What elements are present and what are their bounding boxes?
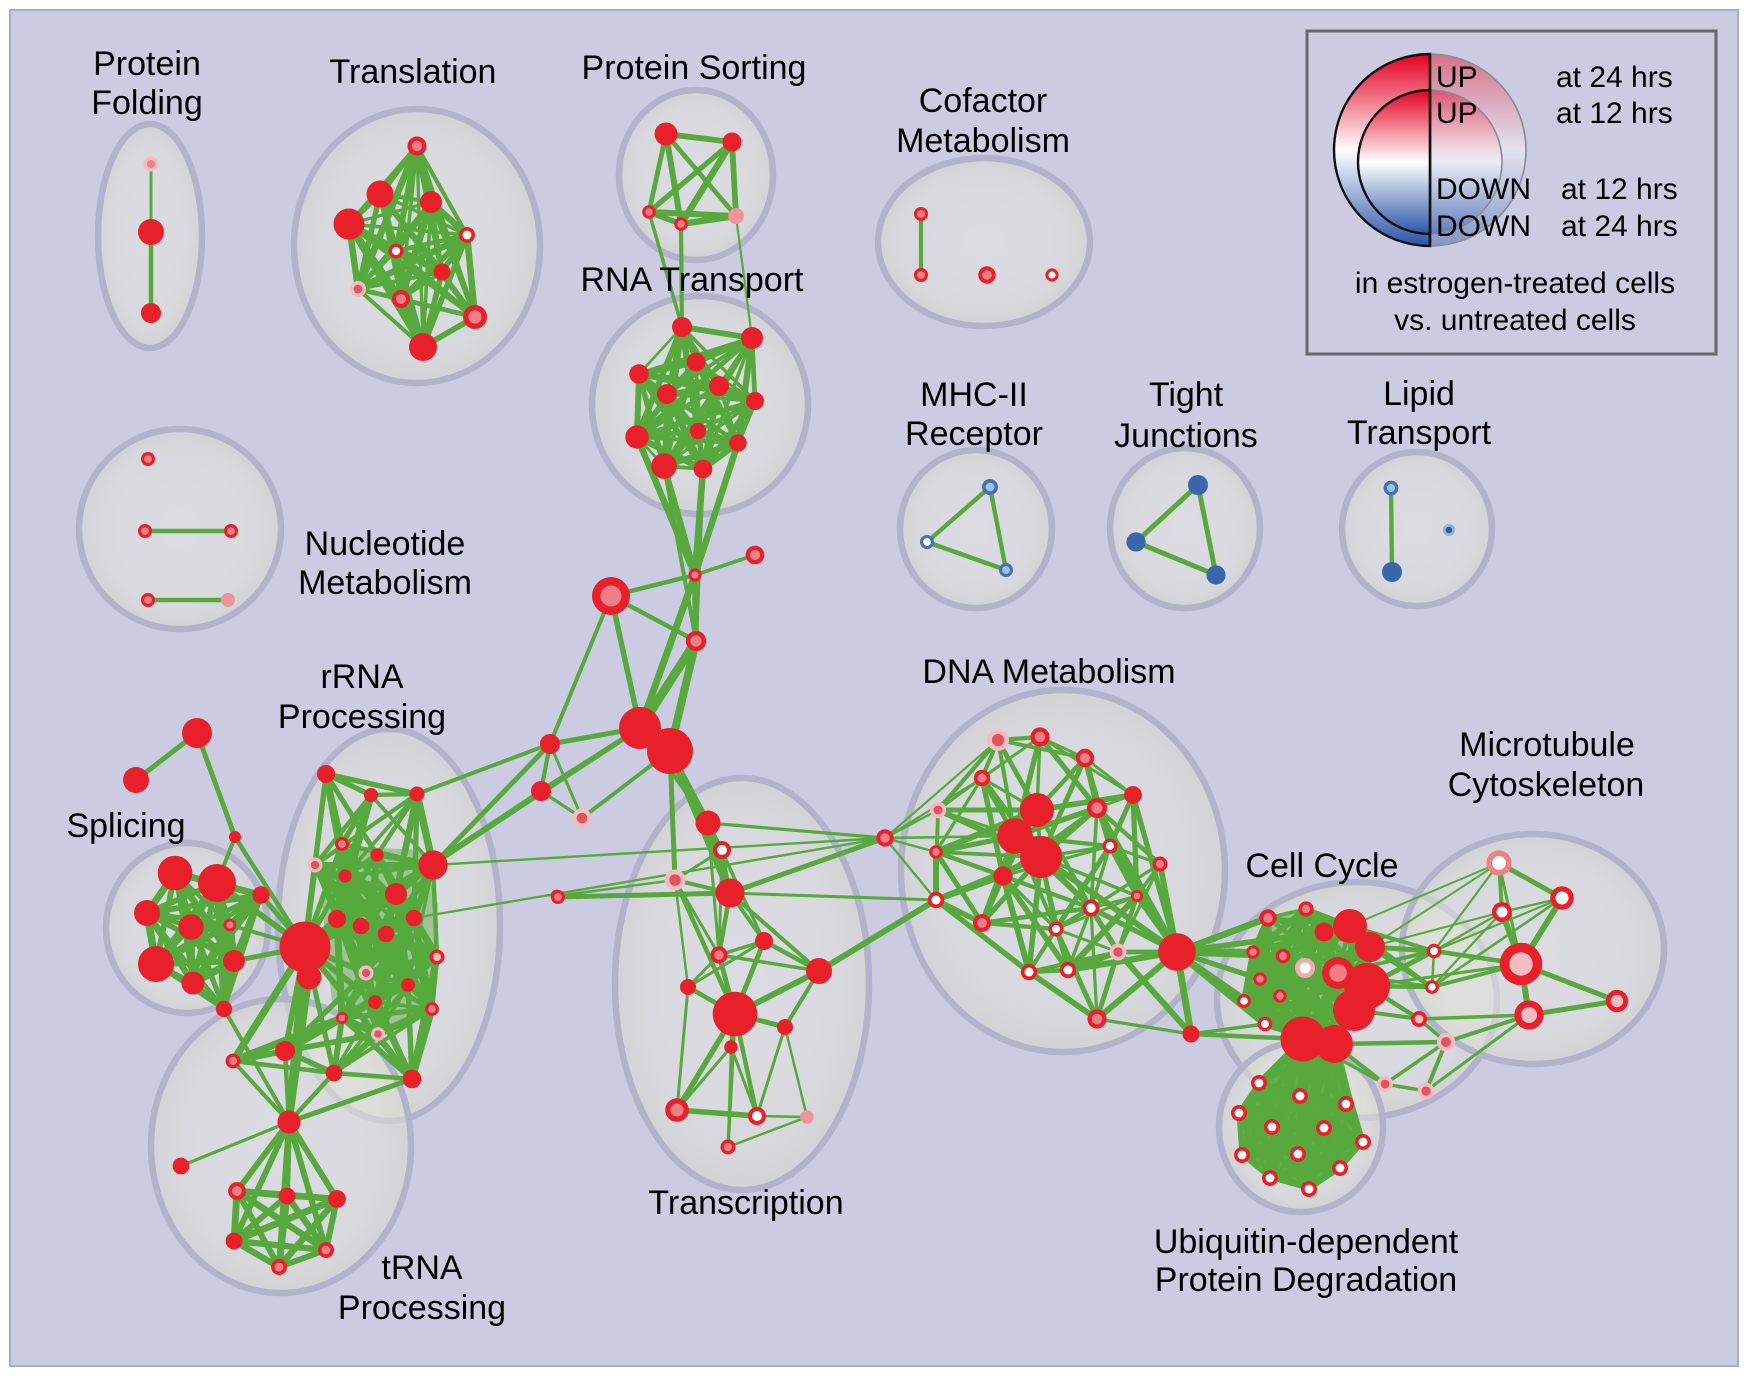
svg-text:Metabolism: Metabolism [298,564,472,602]
svg-text:at 24 hrs: at 24 hrs [1561,210,1678,243]
svg-text:Protein Sorting: Protein Sorting [582,49,807,87]
svg-text:Lipid: Lipid [1383,375,1455,413]
svg-text:UP: UP [1436,97,1478,130]
svg-text:Junctions: Junctions [1114,417,1258,455]
svg-text:at 12 hrs: at 12 hrs [1561,173,1678,206]
svg-text:Receptor: Receptor [905,415,1043,453]
svg-text:Metabolism: Metabolism [896,122,1070,160]
svg-text:Processing: Processing [278,698,446,736]
svg-text:DNA Metabolism: DNA Metabolism [922,653,1175,691]
svg-text:Cell Cycle: Cell Cycle [1245,847,1398,885]
svg-text:Nucleotide: Nucleotide [305,525,466,563]
svg-text:Processing: Processing [338,1289,506,1327]
svg-text:at 24 hrs: at 24 hrs [1556,61,1673,94]
svg-text:DOWN: DOWN [1436,210,1531,243]
svg-text:UP: UP [1436,61,1478,94]
svg-text:RNA Transport: RNA Transport [581,261,805,299]
svg-text:Ubiquitin-dependent: Ubiquitin-dependent [1154,1223,1459,1261]
svg-text:Microtubule: Microtubule [1459,726,1635,764]
svg-text:DOWN: DOWN [1436,173,1531,206]
svg-text:tRNA: tRNA [381,1249,463,1287]
svg-text:Protein: Protein [93,45,201,83]
svg-text:Transcription: Transcription [648,1184,843,1222]
svg-text:Tight: Tight [1149,376,1224,414]
svg-text:at 12 hrs: at 12 hrs [1556,97,1673,130]
svg-text:Transport: Transport [1347,414,1492,452]
svg-text:Cofactor: Cofactor [919,82,1048,120]
svg-text:Protein Degradation: Protein Degradation [1155,1261,1457,1299]
svg-text:MHC-II: MHC-II [920,376,1028,414]
svg-text:Folding: Folding [91,84,203,122]
svg-text:Translation: Translation [330,53,497,91]
svg-text:Splicing: Splicing [66,807,185,845]
svg-text:vs. untreated cells: vs. untreated cells [1394,304,1636,337]
svg-text:Cytoskeleton: Cytoskeleton [1448,766,1645,804]
svg-text:in estrogen-treated cells: in estrogen-treated cells [1355,267,1675,300]
svg-text:rRNA: rRNA [320,658,403,696]
